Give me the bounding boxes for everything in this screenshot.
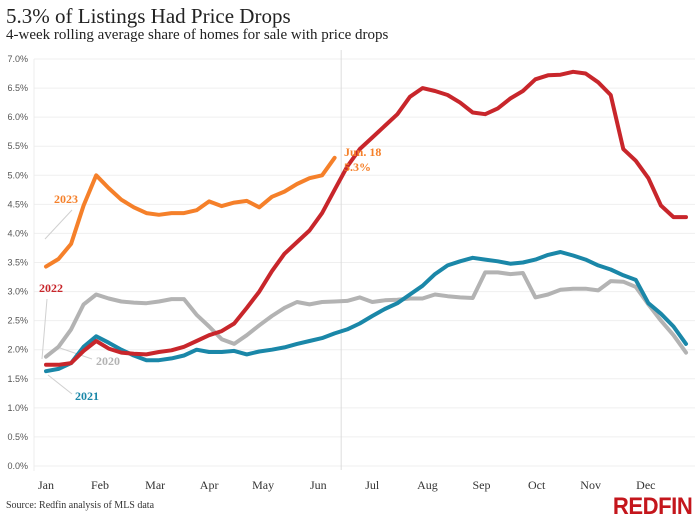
series-labels: 2020 2021 2022 2023 Jun. 185.3% [39,145,381,403]
x-tick-label: Jul [365,478,380,492]
x-tick-label: Dec [636,478,655,492]
y-tick-label: 7.0% [7,54,28,64]
redfin-logo: REDFIN [612,493,693,520]
y-tick-label: 6.0% [7,112,28,122]
series-lines [44,69,688,374]
series-label-2021: 2021 [75,389,99,403]
y-tick-label: 5.5% [7,141,28,151]
y-tick-label: 2.0% [7,345,28,355]
annotation-label: Jun. 18 [344,145,381,159]
y-tick-label: 1.5% [7,374,28,384]
annotation-label: 5.3% [344,160,371,174]
x-tick-label: Feb [91,478,109,492]
x-tick-label: May [252,478,274,492]
y-tick-label: 4.5% [7,199,28,209]
leader-line-2022 [41,298,48,360]
x-tick-label: Sep [472,478,490,492]
series-line-2021 [44,250,688,374]
x-tick-label: Jan [38,478,54,492]
x-tick-label: Oct [528,478,546,492]
series-label-2020: 2020 [96,354,120,368]
label-leader-lines [41,209,93,395]
y-tick-label: 6.5% [7,83,28,93]
leader-line-2023 [44,209,73,240]
x-tick-label: Nov [580,478,601,492]
y-tick-label: 0.0% [7,461,28,471]
y-tick-label: 4.0% [7,228,28,238]
y-axis: 0.0% 0.5% 1.0% 1.5% 2.0% 2.5% 3.0% 3.5% 4.0% 4.5%… [7,54,28,471]
series-label-2022: 2022 [39,281,63,295]
leader-line-2021 [47,374,73,395]
x-axis: Jan Feb Mar Apr May Jun Jul Aug Sep Oct Nov Dec [38,478,656,492]
chart-title: 5.3% of Listings Had Price Drops [6,4,291,28]
series-label-2023: 2023 [54,192,78,206]
y-tick-label: 3.0% [7,287,28,297]
y-tick-label: 0.5% [7,432,28,442]
series-line-2022 [44,69,688,367]
series-line-2020 [44,270,688,359]
x-tick-label: Mar [145,478,165,492]
y-tick-label: 3.5% [7,258,28,268]
x-tick-label: Apr [200,478,219,492]
y-tick-label: 2.5% [7,316,28,326]
y-tick-label: 5.0% [7,170,28,180]
series-line-2023 [44,155,337,269]
y-tick-label: 1.0% [7,403,28,413]
x-tick-label: Jun [310,478,327,492]
source-note: Source: Redfin analysis of MLS data [6,500,155,511]
x-tick-label: Aug [417,478,438,492]
chart-subtitle: 4-week rolling average share of homes fo… [6,27,389,43]
